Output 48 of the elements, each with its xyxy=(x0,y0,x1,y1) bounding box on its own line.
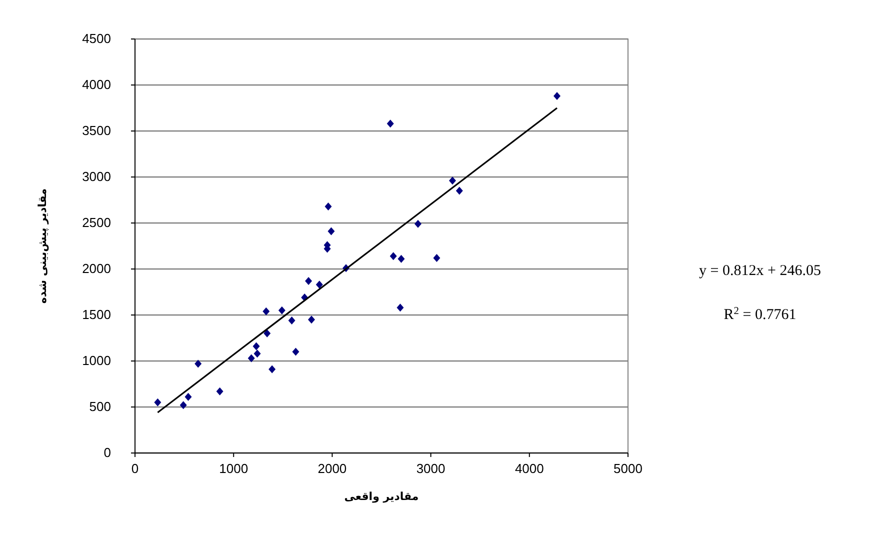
point xyxy=(254,350,261,358)
point xyxy=(316,280,323,289)
x-tick-label: 1000 xyxy=(219,461,248,476)
y-tick-label: 1500 xyxy=(82,307,111,322)
text: y = 0.812x + 246.05 xyxy=(699,263,821,279)
y-tick-label: 4000 xyxy=(82,77,111,92)
y-tick-label: 0 xyxy=(104,445,111,460)
x-tick-label: 4000 xyxy=(514,461,544,476)
y-tick-label: 1000 xyxy=(82,353,111,368)
point xyxy=(396,304,404,312)
point xyxy=(184,392,192,401)
point xyxy=(324,202,332,210)
point xyxy=(252,342,260,350)
point xyxy=(194,360,202,368)
point xyxy=(180,401,187,410)
y-tick-label: 2500 xyxy=(82,215,111,230)
point xyxy=(433,254,440,262)
point xyxy=(554,92,561,100)
point xyxy=(456,186,463,195)
point xyxy=(386,120,394,128)
point xyxy=(154,398,162,406)
point xyxy=(305,276,312,285)
point xyxy=(268,365,276,374)
point xyxy=(414,220,422,228)
point xyxy=(216,387,224,396)
x-tick-label: 2000 xyxy=(318,461,347,476)
y-axis-title: مقادیر پیش‌بینی شده xyxy=(36,188,49,304)
point xyxy=(288,316,296,325)
y-tick-label: 3000 xyxy=(82,169,111,184)
y-tick-label: 2000 xyxy=(82,261,111,276)
point xyxy=(278,306,286,314)
point xyxy=(398,254,405,263)
y-tick-label: 3500 xyxy=(82,123,111,138)
y-tick-label: 4500 xyxy=(82,31,111,46)
point xyxy=(390,252,397,260)
point xyxy=(248,354,255,362)
point xyxy=(264,329,271,338)
point xyxy=(262,307,270,316)
x-axis-title: مقادیر واقعی xyxy=(344,490,419,503)
x-tick-label: 0 xyxy=(131,461,139,476)
x-tick-label: 3000 xyxy=(416,461,446,476)
point xyxy=(328,227,335,236)
point xyxy=(448,176,456,185)
x-tick-label: 5000 xyxy=(614,461,642,476)
point xyxy=(292,348,300,356)
point xyxy=(308,316,315,324)
y-tick-label: 500 xyxy=(89,399,111,414)
text: R$^{2}$ = 0.7761 xyxy=(724,306,796,323)
